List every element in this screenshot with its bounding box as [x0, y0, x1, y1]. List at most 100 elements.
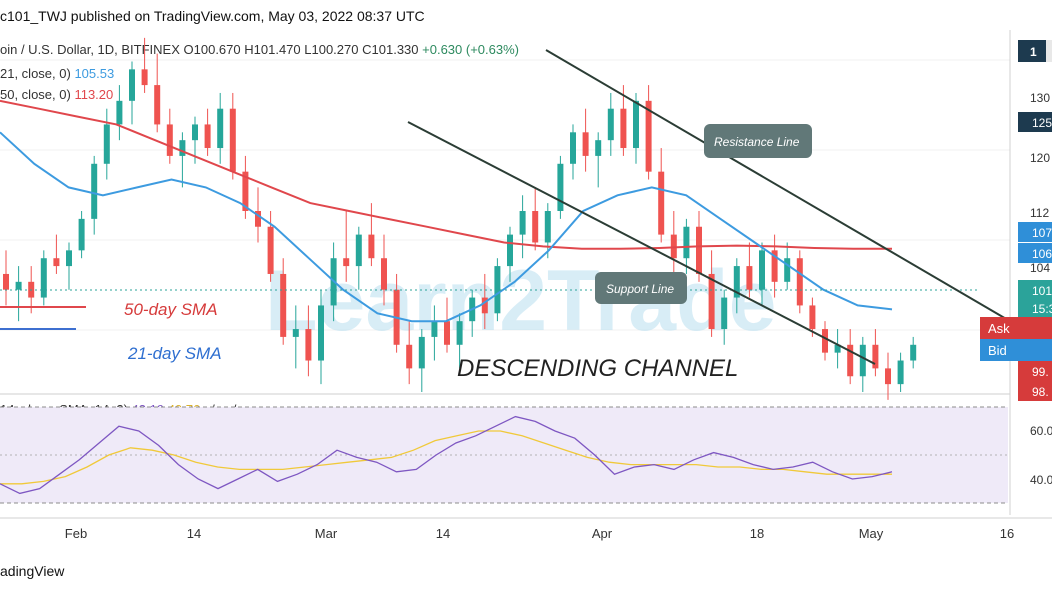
candle-body [40, 258, 47, 298]
ohlc-change: +0.630 (+0.63%) [422, 42, 519, 57]
candle-body [557, 163, 564, 211]
price-tag-text: 107 [1032, 226, 1052, 240]
price-tag-top-text: 1 [1030, 45, 1037, 59]
candle-body [595, 140, 602, 156]
ohlc-high: H101.470 [244, 42, 301, 57]
price-tag: 15:3 [1018, 298, 1052, 318]
time-axis-label: 16 [1000, 526, 1014, 541]
support-callout [595, 272, 687, 304]
price-tag: 106 [1018, 243, 1052, 263]
price-tag-bg [1018, 280, 1052, 300]
price-tag: 107 [1018, 222, 1052, 242]
candle-body [179, 140, 186, 156]
candle-body [620, 108, 627, 149]
symbol-ohlc-line: oin / U.S. Dollar, 1D, BITFINEX O100.670… [0, 42, 519, 57]
candle-body [53, 258, 60, 267]
candle-body [696, 226, 702, 274]
candle-body [481, 297, 488, 314]
candle-body [809, 305, 816, 330]
sma21-legend: 21, close, 0) 105.53 [0, 66, 114, 81]
candle-body [859, 344, 866, 377]
ask-label: Ask [988, 321, 1010, 336]
candle-body [658, 171, 665, 235]
candles-group [3, 37, 917, 400]
price-tag-bg [1018, 243, 1052, 263]
sma21-annotation: 21-day SMA [127, 344, 222, 363]
candle-body [204, 124, 211, 149]
support-line [407, 121, 876, 365]
price-tag-bg [1018, 361, 1052, 381]
candle-body [733, 266, 740, 298]
time-axis-label: Apr [592, 526, 613, 541]
candle-body [267, 226, 274, 274]
candle-body [759, 250, 765, 290]
publisher-header: c101_TWJ published on TradingView.com, M… [0, 8, 425, 24]
channel-title: DESCENDING CHANNEL [457, 355, 738, 382]
time-axis-label: Feb [65, 526, 87, 541]
rsi-line [0, 415, 893, 495]
ohlc-close: C101.330 [362, 42, 419, 57]
candle-body [343, 258, 350, 267]
candle-body [381, 258, 387, 290]
candle-body [885, 368, 891, 385]
symbol-name: oin / U.S. Dollar, 1D, BITFINEX [0, 42, 180, 57]
time-axis-label: Mar [315, 526, 338, 541]
candle-body [507, 234, 513, 267]
candle-body [129, 69, 135, 101]
candle-body [872, 344, 879, 369]
ohlc-open: O100.670 [183, 42, 241, 57]
price-tag: 98. [1018, 381, 1052, 401]
candle-body [683, 226, 690, 259]
price-tag-bg [1018, 222, 1052, 242]
candle-body [796, 258, 803, 306]
price-tag-text: 99. [1032, 365, 1049, 379]
price-tag: 99. [1018, 361, 1052, 381]
price-tag-text: 106 [1032, 247, 1052, 261]
sma50-line [0, 99, 892, 250]
time-axis-label: 14 [436, 526, 450, 541]
sma50-value: 113.20 [74, 87, 114, 102]
candle-body [154, 85, 161, 125]
rsi-tick-label: 40.0 [1030, 473, 1052, 487]
candle-body [305, 329, 312, 361]
candle-body [784, 258, 791, 282]
candle-body [3, 273, 9, 290]
candle-body [532, 211, 539, 243]
candle-body [494, 266, 501, 314]
bid-label: Bid [988, 343, 1007, 358]
price-tag-bg [1018, 298, 1052, 318]
candle-body [721, 297, 728, 330]
candle-body [355, 234, 362, 267]
price-tag-bg [1018, 112, 1052, 132]
axis-scroll-handle[interactable] [1046, 40, 1052, 62]
price-ticks: 130 120 112 104 [1030, 91, 1050, 275]
sma50-label: 50, close, 0) [0, 87, 71, 102]
candle-body [78, 218, 85, 251]
price-tick-label: 120 [1030, 151, 1050, 165]
candle-body [15, 281, 22, 290]
ohlc-low: L100.270 [304, 42, 359, 57]
candle-body [229, 108, 236, 172]
sma21-label: 21, close, 0) [0, 66, 71, 81]
candle-body [418, 336, 425, 369]
candle-body [406, 344, 413, 369]
candle-body [103, 124, 110, 164]
candle-body [116, 100, 123, 125]
candle-body [607, 108, 614, 141]
price-tag-top [1018, 40, 1046, 62]
price-tag-text: 101 [1032, 284, 1052, 298]
footer-brand: adingView [0, 563, 65, 579]
time-axis: Feb 14 Mar 14 Apr 18 May 16 [65, 526, 1014, 541]
time-axis-label: 18 [750, 526, 764, 541]
candle-body [456, 321, 463, 345]
candle-body [192, 124, 198, 141]
rsi-sma-line [0, 430, 892, 485]
candle-body [633, 100, 639, 149]
price-tag-text: 125 [1032, 116, 1052, 130]
support-callout-text: Support Line [606, 282, 674, 296]
candle-body [582, 132, 589, 156]
candle-body [746, 266, 753, 290]
price-tag: 101 [1018, 280, 1052, 300]
